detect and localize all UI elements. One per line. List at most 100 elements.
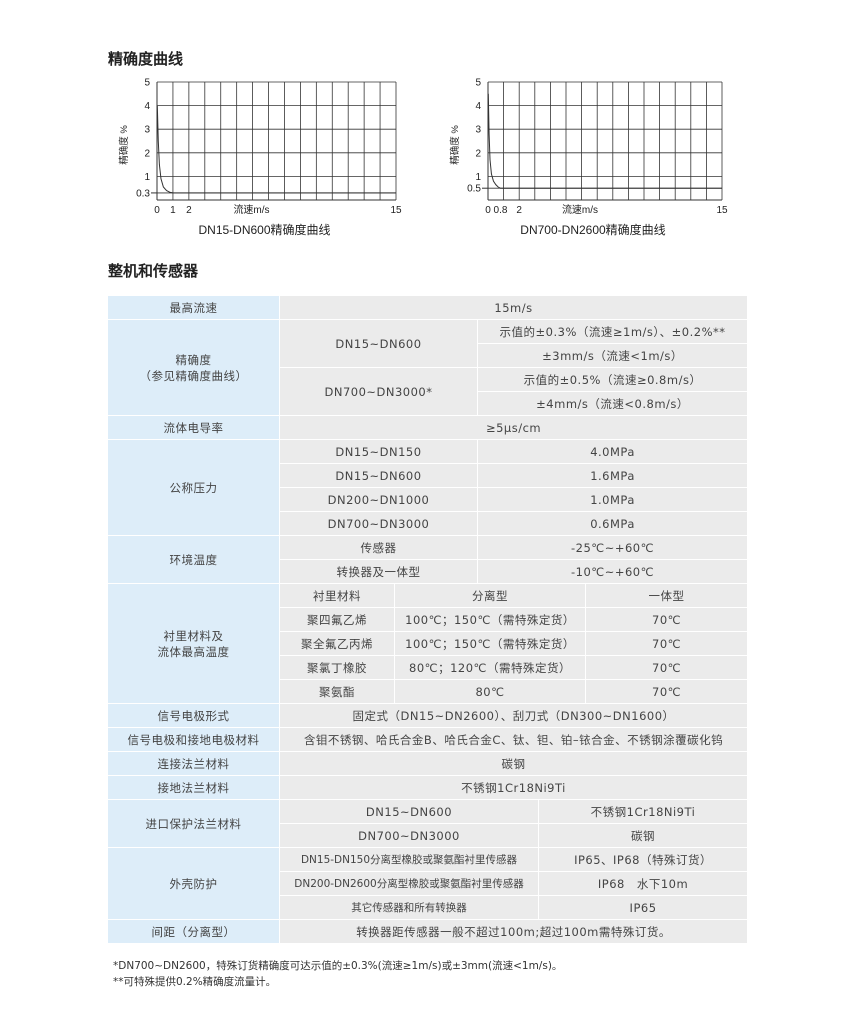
x-tick-label: 0.8	[494, 205, 508, 216]
table-cell: 100℃；150℃（需特殊定货）	[394, 631, 586, 656]
row-label: 连接法兰材料	[107, 751, 280, 776]
row-label: 间距（分离型）	[107, 919, 280, 944]
table-row: 聚氨酯 80℃ 70℃	[108, 679, 749, 704]
x-tick-label: 15	[716, 205, 728, 216]
row-label: 外壳防护	[107, 847, 280, 920]
table-cell: 含钼不锈钢、哈氏合金B、哈氏合金C、钛、钽、铂–铱合金、不锈钢涂覆碳化钨	[278, 727, 749, 752]
row-label: 衬里材料及 流体最高温度	[107, 583, 280, 704]
table-row: 公称压力 DN15~DN150 4.0MPa	[107, 439, 749, 536]
x-tick-label: 2	[516, 205, 522, 216]
y-axis-label: 精确度 %	[449, 125, 461, 165]
table-row: 外壳防护 DN15-DN150分离型橡胶或聚氨酯衬里传感器 IP65、IP68（特殊…	[107, 847, 749, 920]
table-cell: 80℃	[394, 679, 586, 704]
y-tick-label: 4	[144, 101, 150, 112]
table-row: DN700~DN3000 0.6MPa	[108, 511, 749, 536]
row-label: 公称压力	[107, 439, 280, 536]
table-cell: 100℃；150℃（需特殊定货）	[394, 607, 586, 632]
table-cell: 15m/s	[278, 295, 749, 320]
table-row: 连接法兰材料 碳钢	[107, 751, 749, 776]
table-cell: DN15~DN150	[279, 439, 478, 464]
table-cell: IP68 水下10m	[537, 871, 749, 896]
table-cell: 固定式（DN15~DN2600）、刮刀式（DN300~DN1600）	[278, 703, 749, 728]
spec-table: 最高流速 15m/s 精确度 （参见精确度曲线） DN15~DN600 示值的±0.3%（…	[107, 295, 749, 944]
footnote: **可特殊提供0.2%精确度流量计。	[113, 976, 277, 988]
row-label: 最高流速	[107, 295, 280, 320]
table-row: 信号电极形式 固定式（DN15~DN2600）、刮刀式（DN300~DN1600）	[107, 703, 749, 728]
x-tick-label: 2	[186, 205, 192, 216]
table-cell: 不锈钢1Cr18Ni9Ti	[278, 775, 749, 800]
table-cell: DN15~DN600	[279, 799, 539, 824]
table-cell: ±4mm/s（流速<0.8m/s）	[476, 391, 749, 416]
table-row: DN15~DN600 1.6MPa	[108, 463, 749, 488]
table-cell: 4.0MPa	[476, 439, 749, 464]
y-tick-label: 1	[144, 172, 150, 183]
table-row: 进口保护法兰材料 DN15~DN600 不锈钢1Cr18Ni9Ti	[107, 799, 749, 848]
table-cell: 70℃	[584, 631, 749, 656]
table-cell: -25℃~+60℃	[476, 535, 749, 560]
y-tick-label: 4	[475, 101, 481, 112]
table-cell: 分离型	[394, 583, 586, 608]
table-row: 间距（分离型） 转换器距传感器一般不超过100m;超过100m需特殊订货。	[107, 919, 749, 944]
table-row: 流体电导率 ≥5μs/cm	[107, 415, 749, 440]
table-cell: 碳钢	[537, 823, 749, 848]
table-cell: 碳钢	[278, 751, 749, 776]
y-axis-label: 精确度 %	[118, 125, 130, 165]
table-cell: 70℃	[584, 679, 749, 704]
chart-title: DN15-DN600精确度曲线	[198, 222, 330, 237]
table-row: DN200~DN1000 1.0MPa	[108, 487, 749, 512]
table-cell: 一体型	[584, 583, 749, 608]
footnote: *DN700~DN2600，特殊订货精确度可达示值的±0.3%(流速≥1m/s)…	[113, 960, 563, 972]
table-cell: 0.6MPa	[476, 511, 749, 536]
accuracy-chart-dn700-dn2600: 0.51 2 3 4 5 0 0.8 2 15 流速m/s 精确度 % DN700-DN2600精确度…	[449, 78, 728, 238]
table-cell: 不锈钢1Cr18Ni9Ti	[537, 799, 749, 824]
footnotes: *DN700~DN2600，特殊订货精确度可达示值的±0.3%(流速≥1m/s)…	[113, 958, 562, 990]
y-tick-label: 2	[475, 148, 481, 159]
table-cell: 聚全氟乙丙烯	[279, 631, 395, 656]
chart-title: DN700-DN2600精确度曲线	[520, 222, 665, 237]
row-label: 流体电导率	[107, 415, 280, 440]
y-tick-label: 5	[144, 78, 150, 89]
curve-section-title: 精确度曲线	[108, 50, 184, 68]
table-cell: 70℃	[584, 607, 749, 632]
y-tick-label: 1	[475, 172, 481, 183]
table-row: 接地法兰材料 不锈钢1Cr18Ni9Ti	[107, 775, 749, 800]
row-label: 信号电极和接地电极材料	[107, 727, 280, 752]
table-row: 精确度 （参见精确度曲线） DN15~DN600 示值的±0.3%（流速≥1m/s）、…	[107, 319, 749, 416]
table-cell: 传感器	[279, 535, 478, 560]
x-tick-label: 1	[170, 205, 176, 216]
table-row: ±4mm/s（流速<0.8m/s）	[108, 391, 749, 416]
row-label: 环境温度	[107, 535, 280, 584]
table-row: 其它传感器和所有转换器 IP65	[108, 895, 749, 920]
table-row: 衬里材料及 流体最高温度 衬里材料 分离型 一体型	[107, 583, 749, 704]
table-cell: ≥5μs/cm	[278, 415, 749, 440]
y-tick-label: 3	[144, 125, 150, 136]
table-cell: 示值的±0.5%（流速≥0.8m/s）	[476, 367, 749, 392]
x-tick-label: 0	[154, 205, 160, 216]
x-tick-label: 0	[485, 205, 491, 216]
x-axis-label: 流速m/s	[233, 203, 269, 216]
table-cell: DN15-DN150分离型橡胶或聚氨酯衬里传感器	[279, 847, 539, 872]
row-label: 进口保护法兰材料	[107, 799, 280, 848]
table-cell: DN700~DN3000*	[279, 367, 478, 416]
table-row: 环境温度 传感器 -25℃~+60℃	[107, 535, 749, 584]
table-cell: DN700~DN3000	[279, 511, 478, 536]
table-cell: DN200~DN1000	[279, 487, 478, 512]
table-row: 最高流速 15m/s	[107, 295, 749, 320]
table-row: 转换器及一体型 -10℃~+60℃	[108, 559, 749, 584]
table-row: ±3mm/s（流速<1m/s）	[108, 343, 749, 368]
spec-section-title: 整机和传感器	[108, 262, 199, 280]
table-cell: DN700~DN3000	[279, 823, 539, 848]
table-cell: DN200-DN2600分离型橡胶或聚氨酯衬里传感器	[279, 871, 539, 896]
table-cell: DN15~DN600	[279, 463, 478, 488]
table-cell: 70℃	[584, 655, 749, 680]
table-cell: 聚氯丁橡胶	[279, 655, 395, 680]
accuracy-curve	[487, 93, 722, 189]
table-cell: 示值的±0.3%（流速≥1m/s）、±0.2%**	[476, 319, 749, 344]
table-cell: 聚氨酯	[279, 679, 395, 704]
y-tick-label: 0.5	[467, 184, 481, 195]
accuracy-curve	[156, 105, 396, 194]
table-row: 信号电极和接地电极材料 含钼不锈钢、哈氏合金B、哈氏合金C、钛、钽、铂–铱合金、不…	[107, 727, 749, 752]
table-row: DN700~DN3000 碳钢	[108, 823, 749, 848]
